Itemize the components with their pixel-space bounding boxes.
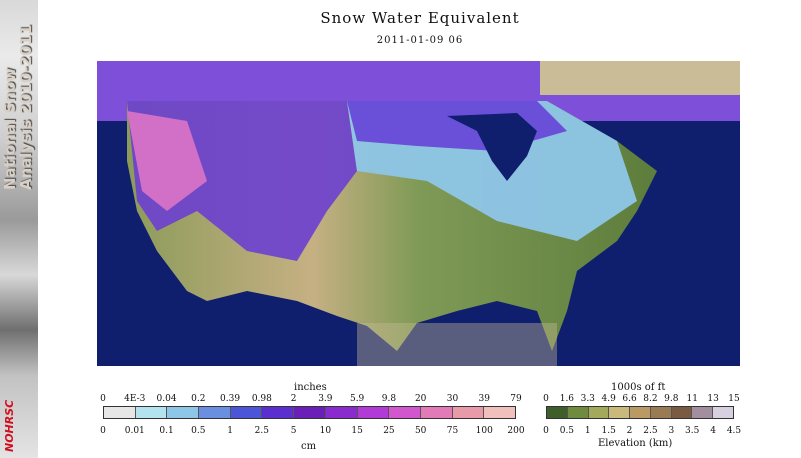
elev-ft-label: 8.2 [643,394,658,404]
great-lakes [447,113,537,181]
banner-title: National Snow Analysis 2010-2011 [1,24,35,190]
canada-corner [540,61,740,95]
side-banner: National Snow Analysis 2010-2011 NOHRSC [0,0,38,458]
elev-ft-label: 0 [543,394,549,404]
swe-inches-label: 3.9 [318,394,333,404]
swe-inches-label: 79 [510,394,522,404]
elev-bottom-unit: Elevation (km) [598,438,673,449]
elev-km-label: 0.5 [559,426,575,436]
swe-inches-label: 4E-3 [124,394,146,404]
swe-inches-label: 0.04 [156,394,177,404]
swe-swatch [104,407,136,418]
swe-inches-label: 30 [446,394,459,404]
swe-cm-label: 0.1 [159,426,174,436]
elev-swatch [588,407,610,418]
swe-cm-label: 1 [227,426,233,436]
elev-km-label: 3 [668,426,675,436]
swe-swatch [294,407,326,418]
swe-cm-label: 10 [319,426,332,436]
snow-west-pink [127,111,207,211]
elev-ft-label: 4.9 [601,394,616,404]
gulf-block [357,323,557,366]
swe-inches-label: 20 [414,394,427,404]
swe-swatch [325,407,358,418]
elev-swatch [567,407,589,418]
nohrsc-logo: NOHRSC [3,399,16,452]
swe-swatch [230,407,263,418]
swe-cm-label: 25 [383,426,395,436]
swe-cm-label: 0.5 [191,426,206,436]
swe-inches-label: 9.8 [381,394,397,404]
elev-ft-label: 3.3 [580,394,595,404]
swe-cm-label: 50 [414,426,427,436]
swe-inches-label: 5.9 [349,394,365,404]
swe-cm-label: 75 [446,426,459,436]
elev-km-label: 2.5 [643,426,658,436]
elev-swatch [609,407,631,418]
swe-inches-label: 0.2 [191,394,206,404]
swe-cm-label: 5 [290,426,297,436]
swe-swatch [484,407,515,418]
swe-cm-label: 15 [351,426,363,436]
elev-top-unit: 1000s of ft [611,382,666,393]
swe-inches-label: 0.39 [220,394,241,404]
snow-map [97,61,740,366]
swe-bottom-unit: cm [301,441,317,452]
elev-km-label: 2 [626,426,633,436]
elev-km-label: 4 [710,426,716,436]
swe-swatch [357,407,390,418]
elev-ft-label: 15 [728,394,740,404]
swe-swatch [420,407,453,418]
swe-swatch [262,407,295,418]
swe-cm-label: 100 [475,426,493,436]
swe-inches-label: 39 [478,394,490,404]
swe-swatch [452,407,485,418]
map-title: Snow Water Equivalent [320,9,520,27]
swe-cm-label: 200 [507,426,525,436]
elev-ft-label: 1.6 [559,394,575,404]
elev-colorbar [546,406,734,419]
swe-colorbar [103,406,516,419]
swe-inches-label: 0.98 [251,394,272,404]
elev-swatch [547,407,568,418]
elev-km-label: 0 [543,426,549,436]
elev-swatch [630,407,651,418]
elev-swatch [650,407,672,418]
swe-cm-label: 0.01 [124,426,145,436]
map-datetime: 2011-01-09 06 [376,35,464,46]
elev-km-label: 3.5 [685,426,700,436]
elev-km-label: 1 [584,426,591,436]
swe-inches-label: 2 [290,394,297,404]
elev-swatch [692,407,714,418]
elev-ft-label: 6.6 [622,394,637,404]
elev-km-label: 4.5 [726,426,742,436]
swe-cm-label: 0 [100,426,106,436]
elev-ft-label: 9.8 [664,394,679,404]
swe-cm-label: 2.5 [254,426,269,436]
elev-km-label: 1.5 [601,426,616,436]
swe-swatch [167,407,200,418]
elev-swatch [713,407,734,418]
swe-swatch [389,407,421,418]
elev-ft-label: 13 [707,394,719,404]
swe-swatch [135,407,168,418]
swe-inches-label: 0 [100,394,106,404]
elev-swatch [671,407,693,418]
swe-swatch [199,407,231,418]
elev-ft-label: 11 [686,394,698,404]
swe-top-unit: inches [294,382,327,393]
